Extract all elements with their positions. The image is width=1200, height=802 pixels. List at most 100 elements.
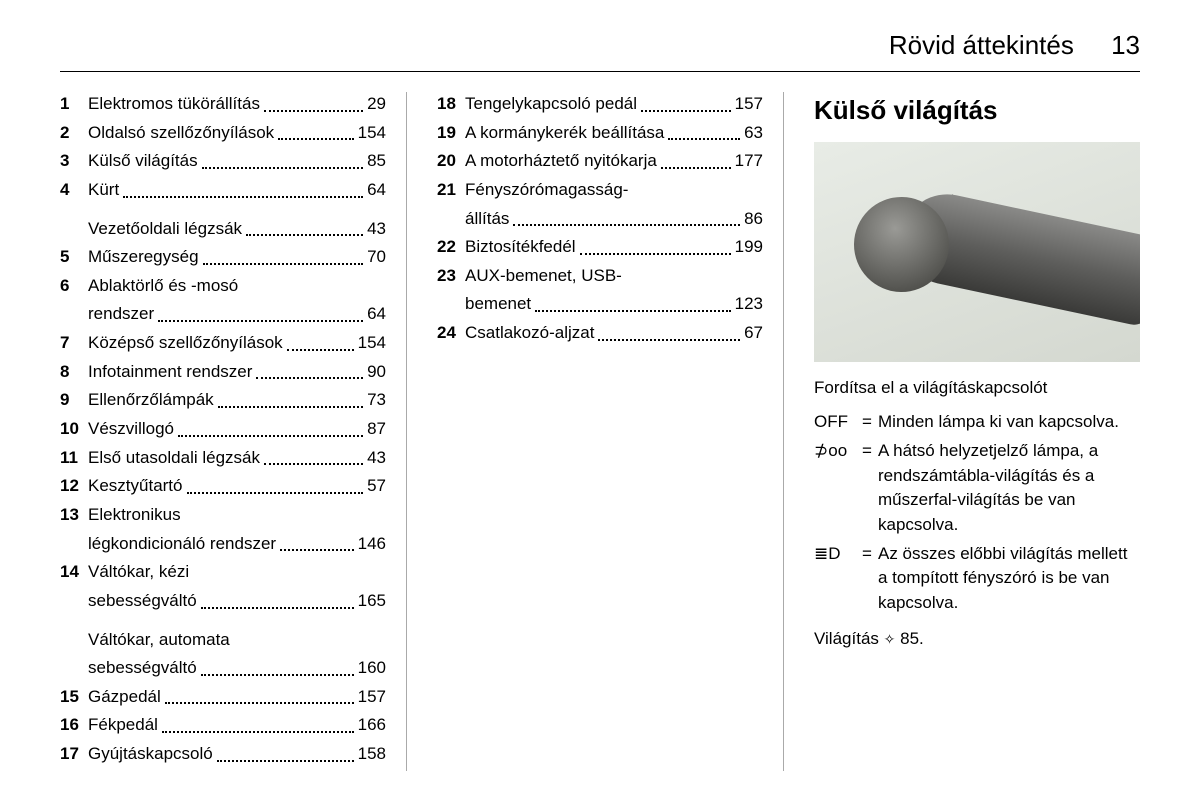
toc-leader-dots bbox=[535, 310, 730, 312]
toc-leader-dots bbox=[661, 167, 731, 169]
toc-number: 20 bbox=[437, 149, 465, 174]
toc-page: 64 bbox=[367, 178, 386, 203]
toc-row: 10Vészvillogó87 bbox=[60, 417, 386, 442]
toc-number: 24 bbox=[437, 321, 465, 346]
toc-number: 11 bbox=[60, 446, 88, 471]
toc-page: 154 bbox=[358, 121, 386, 146]
definition-text: Minden lámpa ki van kapcsolva. bbox=[878, 408, 1140, 437]
toc-text: légkondicionáló rendszer bbox=[88, 532, 276, 557]
toc-row: 24Csatlakozó-aljzat67 bbox=[437, 321, 763, 346]
toc-text: Kürt bbox=[88, 178, 119, 203]
definition-symbol: OFF bbox=[814, 408, 862, 437]
toc-leader-dots bbox=[287, 349, 354, 351]
toc-text: Fékpedál bbox=[88, 713, 158, 738]
illustration-lighting-stalk: ➤ bbox=[814, 142, 1140, 362]
toc-row: légkondicionáló rendszer146 bbox=[60, 532, 386, 557]
content-columns: 1Elektromos tükörállítás292Oldalsó szell… bbox=[60, 92, 1140, 771]
toc-page: 157 bbox=[358, 685, 386, 710]
toc-page: 64 bbox=[367, 302, 386, 327]
definition-text: A hátsó helyzetjelző lámpa, a rendszámtá… bbox=[878, 437, 1140, 540]
toc-leader-dots bbox=[264, 110, 363, 112]
toc-text: Vészvillogó bbox=[88, 417, 174, 442]
definition-row: OFF=Minden lámpa ki van kapcsolva. bbox=[814, 408, 1140, 437]
toc-number: 1 bbox=[60, 92, 88, 117]
toc-number: 12 bbox=[60, 474, 88, 499]
toc-row: 13Elektronikus bbox=[60, 503, 386, 528]
toc-number: 18 bbox=[437, 92, 465, 117]
toc-text: Gyújtáskapcsoló bbox=[88, 742, 213, 767]
definition-symbol: ≣D bbox=[814, 540, 862, 618]
toc-row: Váltókar, automata bbox=[60, 628, 386, 653]
toc-page: 85 bbox=[367, 149, 386, 174]
toc-text: sebességváltó bbox=[88, 656, 197, 681]
toc-leader-dots bbox=[158, 320, 363, 322]
toc-text: Gázpedál bbox=[88, 685, 161, 710]
toc-leader-dots bbox=[165, 702, 354, 704]
toc-leader-dots bbox=[641, 110, 731, 112]
definition-equals: = bbox=[862, 437, 878, 540]
toc-row: Vezetőoldali légzsák 43 bbox=[60, 217, 386, 242]
toc-row: 12Kesztyűtartó57 bbox=[60, 474, 386, 499]
toc-text: Vezetőoldali légzsák bbox=[88, 217, 242, 242]
ref-page: 85. bbox=[900, 629, 924, 648]
toc-page: 157 bbox=[735, 92, 763, 117]
instruction-text: Fordítsa el a világításkapcsolót bbox=[814, 376, 1140, 401]
toc-row: rendszer 64 bbox=[60, 302, 386, 327]
toc-text: sebességváltó bbox=[88, 589, 197, 614]
ref-label: Világítás bbox=[814, 629, 879, 648]
toc-text: Középső szellőzőnyílások bbox=[88, 331, 283, 356]
toc-leader-dots bbox=[668, 138, 740, 140]
toc-text: Infotainment rendszer bbox=[88, 360, 252, 385]
toc-page: 43 bbox=[367, 217, 386, 242]
toc-text: Elektromos tükörállítás bbox=[88, 92, 260, 117]
toc-leader-dots bbox=[123, 196, 363, 198]
toc-page: 87 bbox=[367, 417, 386, 442]
toc-row: 6Ablaktörlő és -mosó bbox=[60, 274, 386, 299]
toc-text: Elektronikus bbox=[88, 503, 181, 528]
toc-row: 22Biztosítékfedél199 bbox=[437, 235, 763, 260]
toc-text: Váltókar, kézi bbox=[88, 560, 189, 585]
toc-text: bemenet bbox=[465, 292, 531, 317]
toc-row: 19A kormánykerék beállítása63 bbox=[437, 121, 763, 146]
toc-row: 20A motorháztető nyitókarja177 bbox=[437, 149, 763, 174]
toc-page: 199 bbox=[735, 235, 763, 260]
toc-number: 15 bbox=[60, 685, 88, 710]
toc-leader-dots bbox=[246, 234, 363, 236]
toc-row: 14Váltókar, kézi bbox=[60, 560, 386, 585]
toc-leader-dots bbox=[280, 549, 354, 551]
toc-text: Első utasoldali légzsák bbox=[88, 446, 260, 471]
toc-leader-dots bbox=[598, 339, 740, 341]
toc-row: állítás86 bbox=[437, 207, 763, 232]
toc-text: A motorháztető nyitókarja bbox=[465, 149, 657, 174]
toc-page: 160 bbox=[358, 656, 386, 681]
toc-leader-dots bbox=[256, 377, 363, 379]
toc-page: 67 bbox=[744, 321, 763, 346]
definition-equals: = bbox=[862, 408, 878, 437]
section-heading: Külső világítás bbox=[814, 92, 1140, 130]
toc-text: rendszer bbox=[88, 302, 154, 327]
toc-page: 73 bbox=[367, 388, 386, 413]
toc-text: Oldalsó szellőzőnyílások bbox=[88, 121, 274, 146]
toc-leader-dots bbox=[217, 760, 354, 762]
toc-row: 17Gyújtáskapcsoló158 bbox=[60, 742, 386, 767]
toc-leader-dots bbox=[203, 263, 364, 265]
toc-number: 22 bbox=[437, 235, 465, 260]
toc-page: 90 bbox=[367, 360, 386, 385]
header-title: Rövid áttekintés bbox=[889, 30, 1074, 60]
toc-number: 13 bbox=[60, 503, 88, 528]
toc-text: állítás bbox=[465, 207, 509, 232]
toc-row: 11Első utasoldali légzsák43 bbox=[60, 446, 386, 471]
toc-leader-dots bbox=[513, 224, 740, 226]
toc-number: 21 bbox=[437, 178, 465, 203]
toc-leader-dots bbox=[278, 138, 353, 140]
toc-row: sebességváltó 165 bbox=[60, 589, 386, 614]
toc-row: 4Kürt64 bbox=[60, 178, 386, 203]
toc-number: 5 bbox=[60, 245, 88, 270]
toc-leader-dots bbox=[202, 167, 363, 169]
toc-row: 9Ellenőrzőlámpák73 bbox=[60, 388, 386, 413]
definition-text: Az összes előbbi világítás mellett a tom… bbox=[878, 540, 1140, 618]
toc-page: 165 bbox=[358, 589, 386, 614]
toc-number: 3 bbox=[60, 149, 88, 174]
toc-number: 14 bbox=[60, 560, 88, 585]
ref-arrow-icon: ✧ bbox=[884, 631, 896, 647]
